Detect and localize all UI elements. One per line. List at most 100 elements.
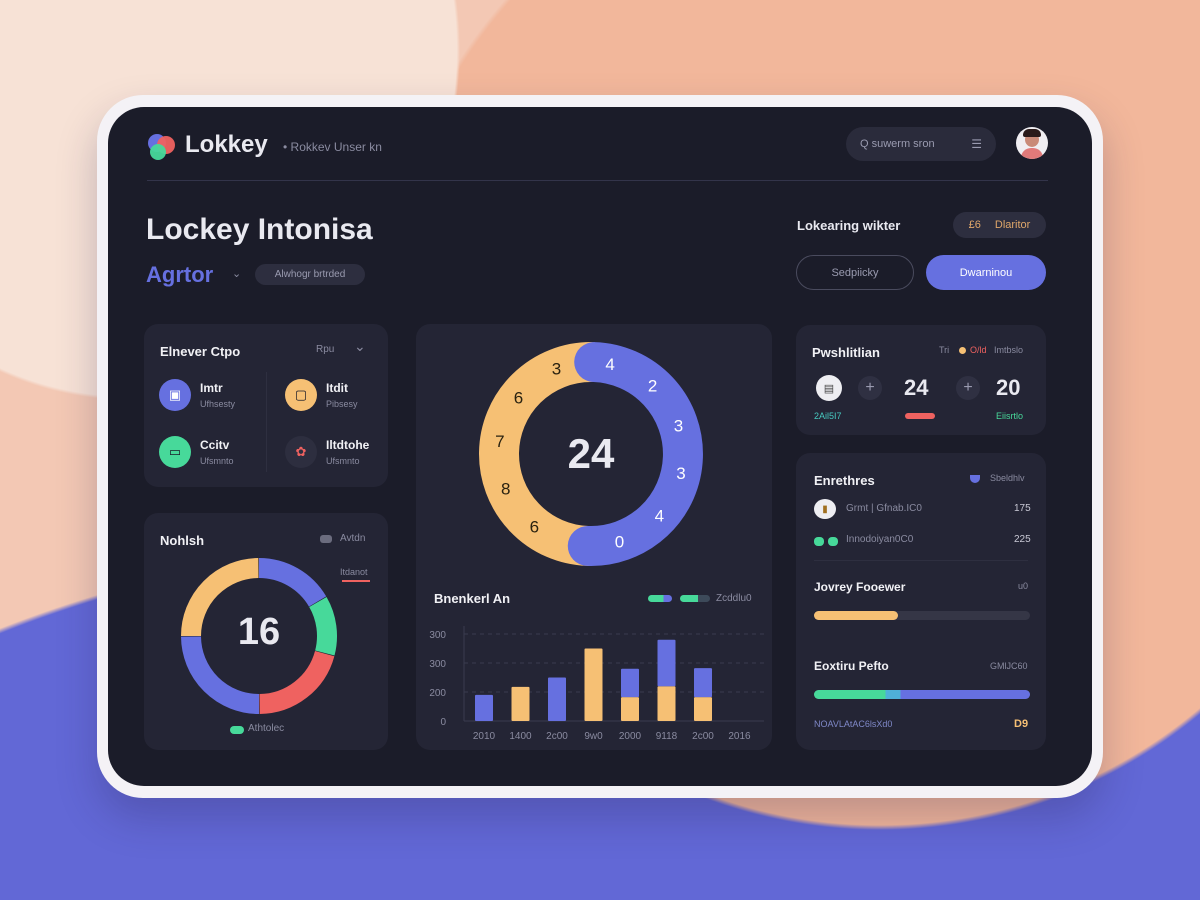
small-donut-card: Nohlsh Avtdn Itdanot 16 Athtolec xyxy=(144,513,388,750)
plus-icon[interactable]: + xyxy=(956,376,980,400)
chevron-down-icon[interactable]: ⌄ xyxy=(354,338,366,354)
donut-label: 3 xyxy=(674,417,683,436)
big-donut-chart: 3 6 7 8 6 4 2 3 3 4 0 xyxy=(479,342,703,566)
subtitle-dropdown[interactable]: Agrtor xyxy=(146,262,214,287)
filter-icon[interactable]: ☰ xyxy=(971,137,982,151)
status-dot xyxy=(959,347,966,354)
bar xyxy=(694,697,712,721)
list-item-value: 175 xyxy=(1014,503,1031,514)
stat-value: 20 xyxy=(996,375,1021,400)
y-tick-label: 300 xyxy=(429,630,446,641)
stat-bar xyxy=(905,413,935,419)
item-sub: Ufsmnto xyxy=(326,456,360,466)
stat-value: 24 xyxy=(904,375,929,400)
divider xyxy=(266,372,267,472)
page-title: Lockey Intonisa xyxy=(146,213,373,246)
dashboard-screen: Lokkey • Rokkev Unser kn Q suwerm sron ☰… xyxy=(108,107,1092,786)
donut-label: 4 xyxy=(655,507,664,526)
filter-pill[interactable]: Alwhogr brtrded xyxy=(255,264,365,285)
bar xyxy=(511,686,530,721)
bar xyxy=(584,648,603,721)
donut-label: 2 xyxy=(648,377,657,396)
date-pill[interactable]: £6 Dlaritor xyxy=(953,212,1046,238)
donut-center-value: 24 xyxy=(567,430,615,477)
progress-bar xyxy=(814,690,1030,699)
bar xyxy=(621,668,639,698)
donut-segment-orange xyxy=(479,342,611,566)
x-tick-label: 9118 xyxy=(656,731,678,742)
legend-label: Avtdn xyxy=(340,533,366,544)
legend-label: Zcddlu0 xyxy=(716,593,752,604)
legend-swatch xyxy=(320,535,332,543)
card-title: Elnever Ctpo xyxy=(160,344,241,359)
item-name: Ccitv xyxy=(200,438,230,452)
date-pill-num: £6 xyxy=(968,219,981,231)
legend-swatch xyxy=(648,595,672,602)
bar xyxy=(694,668,712,698)
bar xyxy=(475,694,493,721)
donut-label: 3 xyxy=(552,360,561,379)
header-divider xyxy=(147,180,1048,181)
status-dot xyxy=(814,537,824,546)
categories-card: Elnever Ctpo Rpu ⌄ ▣ Imtr Ufhsesty ▢ Itd… xyxy=(144,324,388,487)
bar xyxy=(548,677,566,721)
list-item-value: 225 xyxy=(1014,534,1031,545)
x-tick-label: 2016 xyxy=(728,731,751,742)
x-tick-label: 2c00 xyxy=(692,731,714,742)
y-tick-label: 300 xyxy=(429,659,446,670)
progress-title: Eoxtiru Pefto xyxy=(814,659,889,673)
progress-title: Jovrey Fooewer xyxy=(814,580,906,594)
footer-label: Athtolec xyxy=(248,723,285,734)
donut-center-value: 16 xyxy=(237,611,281,653)
brand-subtitle: • Rokkev Unser kn xyxy=(283,140,382,154)
search-placeholder: Q suwerm sron xyxy=(860,138,935,150)
x-tick-label: 2c00 xyxy=(546,731,568,742)
legend-swatch xyxy=(970,475,980,483)
donut-segment xyxy=(181,558,259,637)
bar-chart-title: Bnenkerl An xyxy=(434,591,511,606)
avatar[interactable] xyxy=(1016,127,1048,159)
donut-label: 0 xyxy=(615,532,624,551)
donut-label: 6 xyxy=(514,388,523,407)
chevron-down-icon[interactable]: ⌄ xyxy=(232,268,242,280)
x-tick-label: 2010 xyxy=(473,731,496,742)
stat-label: Eiisrtlo xyxy=(996,411,1024,421)
search-input[interactable]: Q suwerm sron ☰ xyxy=(846,127,996,161)
item-sub: Ufsmnto xyxy=(200,456,234,466)
legend-swatch xyxy=(680,595,710,602)
date-pill-text: Dlaritor xyxy=(994,219,1031,231)
item-name: Imtr xyxy=(200,381,223,395)
meta-label: O/ld xyxy=(970,345,987,355)
gift-icon[interactable]: ✿ xyxy=(285,436,317,468)
x-tick-label: 9w0 xyxy=(584,731,603,742)
card-title: Pwshlitlian xyxy=(812,345,880,360)
meta-label: Imtbslo xyxy=(994,345,1024,355)
battery-icon: ▮ xyxy=(814,499,836,519)
donut-label: 3 xyxy=(676,464,685,483)
divider xyxy=(814,560,1028,561)
x-tick-label: 1400 xyxy=(509,731,532,742)
legend-swatch xyxy=(230,726,244,734)
x-tick-label: 2000 xyxy=(619,731,642,742)
list-card: Enrethres Sbeldhlv ▮ Grmt | Gfnab.IC0 17… xyxy=(796,453,1046,750)
calendar-icon[interactable]: ▭ xyxy=(159,436,191,468)
item-sub: Pibsesy xyxy=(326,399,358,409)
progress-meta: u0 xyxy=(1018,581,1029,591)
bar xyxy=(621,697,639,721)
small-donut-chart xyxy=(181,558,337,714)
right-label: Lokearing wikter xyxy=(797,218,901,233)
document-icon[interactable]: ▤ xyxy=(816,375,842,401)
progress-meta: GMlJC60 xyxy=(990,661,1028,671)
secondary-button[interactable]: Sedpiicky xyxy=(796,255,914,290)
meta-label: Tri xyxy=(939,345,950,355)
plus-icon[interactable]: + xyxy=(858,376,882,400)
card-filter[interactable]: Rpu xyxy=(316,344,335,355)
donut-segment xyxy=(309,597,337,656)
image-icon[interactable]: ▣ xyxy=(159,379,191,411)
copy-icon[interactable]: ▢ xyxy=(285,379,317,411)
primary-button[interactable]: Dwarninou xyxy=(926,255,1046,290)
y-tick-label: 200 xyxy=(429,688,446,699)
card-title: Enrethres xyxy=(814,473,875,488)
center-card: 3 6 7 8 6 4 2 3 3 4 0 24 Bnenkerl An Zcddlu0 0 200 3… xyxy=(416,324,772,750)
side-label: Itdanot xyxy=(340,567,368,577)
